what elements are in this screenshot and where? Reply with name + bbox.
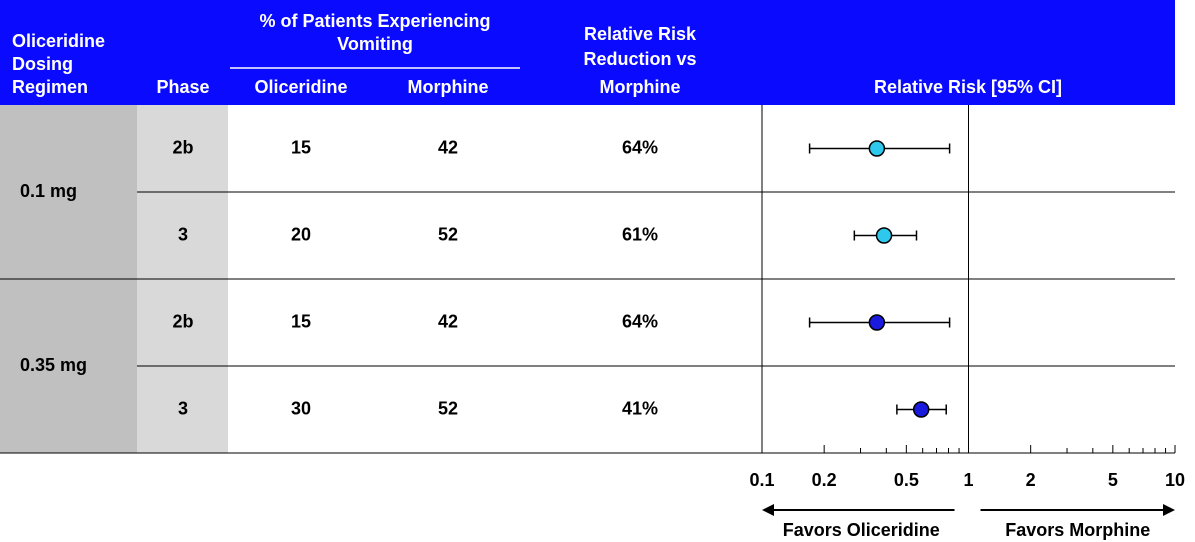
x-tick-label: 0.2: [812, 470, 837, 490]
morphine-cell: 52: [438, 224, 458, 244]
point: [868, 140, 886, 157]
morphine-cell: 42: [438, 311, 458, 331]
arrow-head: [762, 504, 774, 516]
x-tick-label: 0.1: [749, 470, 774, 490]
x-tick-label: 2: [1026, 470, 1036, 490]
phase-cell: 3: [178, 224, 188, 244]
arrow-head: [1163, 504, 1175, 516]
annotation: Favors Morphine: [1005, 520, 1150, 540]
header-text: Oliceridine: [254, 77, 347, 97]
oliceridine-cell: 20: [291, 224, 311, 244]
morphine-cell: 42: [438, 137, 458, 157]
x-tick-label: 0.5: [894, 470, 919, 490]
oliceridine-cell: 15: [291, 311, 311, 331]
rrr-cell: 64%: [622, 137, 658, 157]
phase-cell: 2b: [172, 137, 193, 157]
point: [875, 227, 893, 244]
rrr-cell: 41%: [622, 398, 658, 418]
oliceridine-cell: 15: [291, 137, 311, 157]
header-bg: [0, 0, 1175, 105]
x-tick-label: 1: [963, 470, 973, 490]
rrr-cell: 61%: [622, 224, 658, 244]
header-text: Reduction vs: [583, 49, 696, 69]
header-text: Oliceridine: [12, 31, 105, 51]
annotation: Favors Oliceridine: [783, 520, 940, 540]
header-text: Phase: [156, 77, 209, 97]
x-tick-label: 5: [1108, 470, 1118, 490]
point: [868, 314, 886, 331]
regimen-label: 0.1 mg: [20, 181, 77, 201]
header-text: % of Patients Experiencing: [259, 11, 490, 31]
morphine-cell: 52: [438, 398, 458, 418]
header-text: Morphine: [408, 77, 489, 97]
header-text: Dosing: [12, 54, 73, 74]
chart-title: Relative Risk [95% CI]: [874, 77, 1062, 97]
phase-cell: 3: [178, 398, 188, 418]
point: [912, 401, 930, 418]
x-tick-label: 10: [1165, 470, 1185, 490]
header-text: Regimen: [12, 77, 88, 97]
oliceridine-cell: 30: [291, 398, 311, 418]
header-text: Morphine: [600, 77, 681, 97]
rrr-cell: 64%: [622, 311, 658, 331]
phase-cell: 2b: [172, 311, 193, 331]
header-text: Relative Risk: [584, 24, 697, 44]
regimen-label: 0.35 mg: [20, 355, 87, 375]
header-text: Vomiting: [337, 34, 413, 54]
